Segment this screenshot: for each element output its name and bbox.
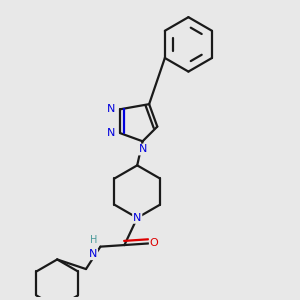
Text: N: N: [89, 249, 97, 259]
Text: N: N: [107, 128, 116, 138]
Text: H: H: [90, 235, 97, 245]
Text: N: N: [138, 145, 147, 154]
Text: O: O: [150, 238, 158, 248]
Text: N: N: [133, 213, 141, 223]
Text: N: N: [107, 104, 116, 114]
